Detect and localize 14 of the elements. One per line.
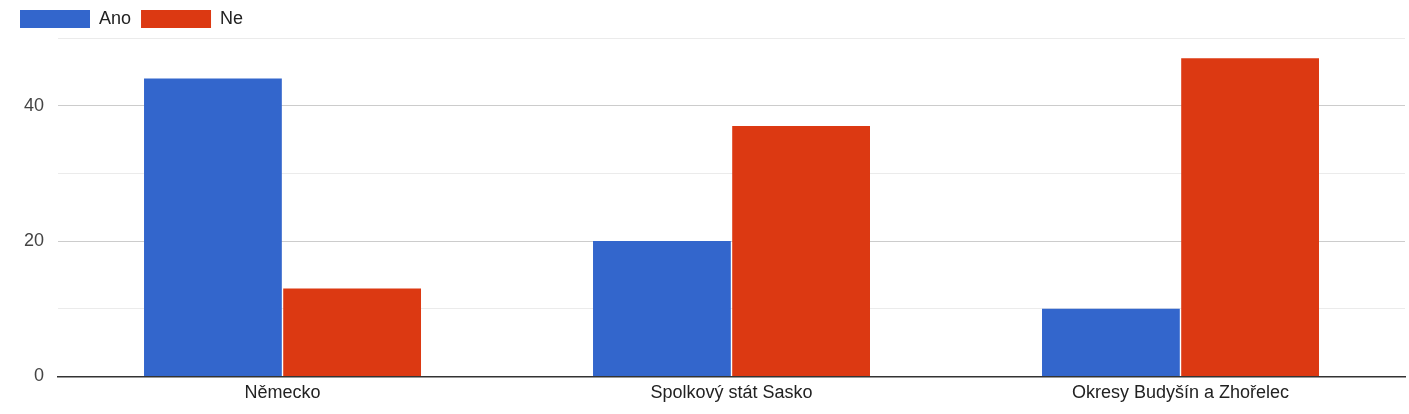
bar bbox=[283, 288, 422, 376]
x-tick-label: Okresy Budyšín a Zhořelec bbox=[1071, 382, 1290, 403]
bar bbox=[732, 125, 870, 376]
bar bbox=[144, 78, 282, 376]
x-tick-label: Spolkový stát Sasko bbox=[650, 382, 813, 403]
bar bbox=[593, 241, 731, 376]
legend-label: Ne bbox=[220, 7, 244, 28]
y-tick-label: 40 bbox=[23, 94, 45, 115]
x-tick-label: Německo bbox=[244, 382, 321, 403]
y-tick-label: 20 bbox=[23, 230, 45, 251]
y-tick-label: 0 bbox=[34, 365, 45, 386]
bar bbox=[1181, 58, 1319, 376]
legend-label: Ano bbox=[99, 7, 132, 28]
bar bbox=[1042, 308, 1180, 376]
